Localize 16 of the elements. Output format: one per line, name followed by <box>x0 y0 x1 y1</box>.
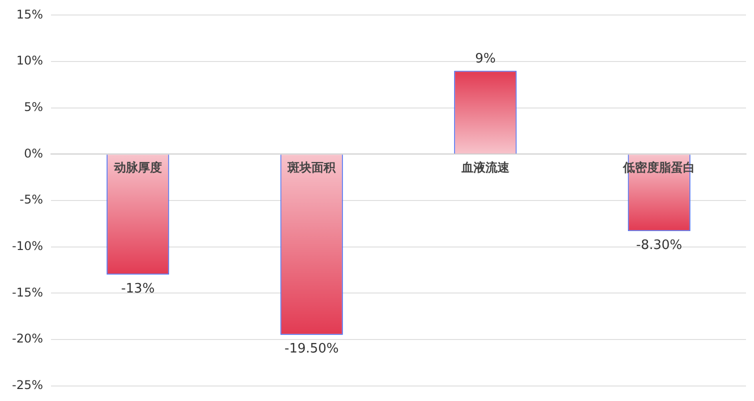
x-tick-label: 斑块面积 <box>286 160 337 174</box>
y-tick-label: 5% <box>24 100 43 114</box>
y-tick-label: -5% <box>20 192 43 207</box>
y-tick-label: 15% <box>16 7 43 22</box>
y-tick-label: -20% <box>12 332 43 346</box>
y-tick-label: -25% <box>12 378 43 392</box>
y-tick-label: -10% <box>12 238 43 253</box>
x-tick-label: 动脉厚度 <box>112 160 162 174</box>
y-tick-label: -15% <box>12 285 43 300</box>
y-tick-label: 0% <box>24 146 43 160</box>
x-tick-label: 血液流速 <box>460 160 510 174</box>
data-label: 9% <box>475 52 496 67</box>
data-label: -8.30% <box>636 238 682 253</box>
y-tick-label: 10% <box>16 54 43 68</box>
data-label: -19.50% <box>284 342 339 357</box>
data-label: -13% <box>121 281 155 296</box>
